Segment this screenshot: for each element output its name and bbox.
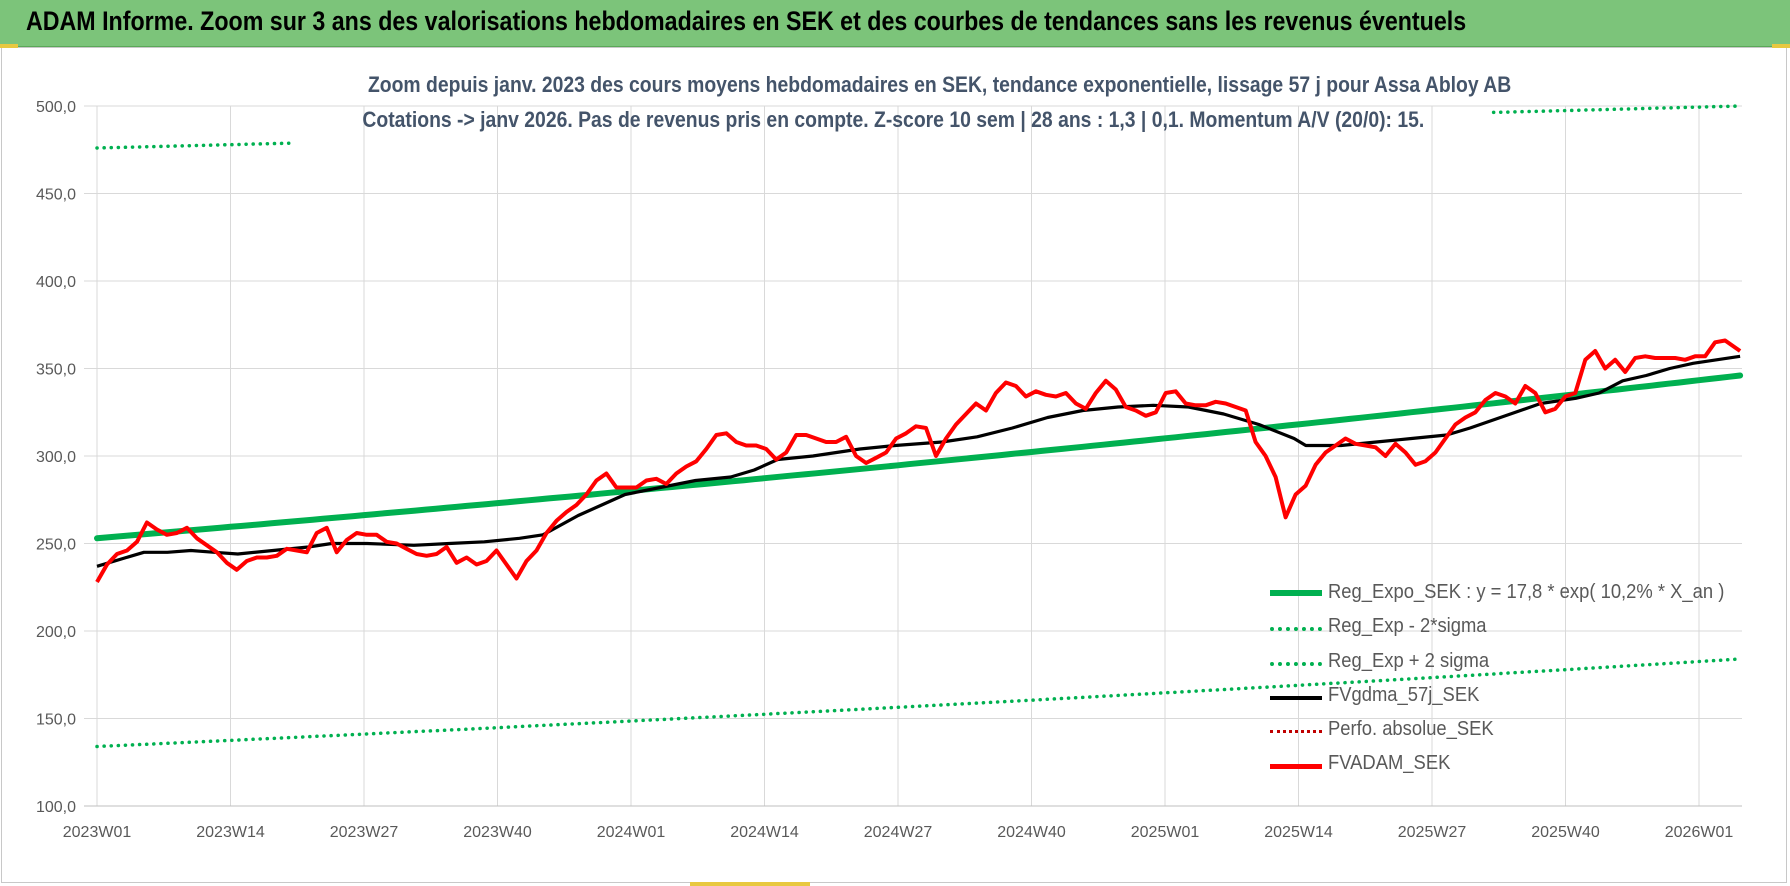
x-tick-label: 2025W14 [1264,824,1333,841]
chart-frame [1,47,1787,883]
y-tick-label: 200,0 [36,624,76,641]
series-fvgdma-57j [96,354,1741,568]
legend-item-fvadam: FVADAM_SEK [1270,749,1740,783]
legend-label-fvadam: FVADAM_SEK [1328,752,1451,775]
corner-accent-right [1772,44,1790,48]
legend-label-fvgdma: FVgdma_57j_SEK [1328,683,1480,706]
legend-swatch-fvgdma [1270,695,1322,700]
series-reg-exp-plus-2sigma [95,141,294,150]
bottom-accent [690,882,810,886]
y-tick-label: 450,0 [36,187,76,204]
x-tick-label: 2024W27 [864,824,933,841]
legend-swatch-reg-expo [1270,590,1322,596]
y-tick-label: 400,0 [36,274,76,291]
legend-label-minus-sigma: Reg_Exp - 2*sigma [1328,615,1487,638]
x-tick-label: 2023W01 [63,824,132,841]
y-tick-label: 150,0 [36,712,76,729]
y-tick-label: 350,0 [36,362,76,379]
x-tick-label: 2024W01 [597,824,666,841]
legend-item-minus-sigma: Reg_Exp - 2*sigma [1270,612,1740,646]
x-tick-label: 2023W14 [196,824,265,841]
legend-item-fvgdma: FVgdma_57j_SEK [1270,681,1740,715]
legend-swatch-plus-sigma [1270,661,1322,666]
series-reg-exp-minus-2sigma [95,657,1742,749]
legend-label-reg-expo: Reg_Expo_SEK : y = 17,8 * exp( 10,2% * X… [1328,581,1725,603]
x-tick-label: 2025W27 [1398,824,1467,841]
legend-item-perfo: Perfo. absolue_SEK [1270,715,1740,749]
series-reg-expo [94,372,1744,542]
chart-legend: Reg_Expo_SEK : y = 17,8 * exp( 10,2% * X… [1270,578,1740,784]
chart-series [94,104,1744,749]
y-axis-ticks: 100,0 150,0 200,0 250,0 300,0 350,0 400,0 450,0… [36,99,76,816]
legend-swatch-fvadam [1270,764,1322,770]
y-tick-label: 250,0 [36,537,76,554]
x-tick-label: 2025W01 [1131,824,1200,841]
x-tick-label: 2026W01 [1665,824,1734,841]
legend-label-perfo: Perfo. absolue_SEK [1328,718,1494,741]
x-tick-label: 2023W27 [330,824,399,841]
chart-title-line2: Cotations -> janv 2026. Pas de revenus p… [362,107,1425,132]
y-tick-label: 300,0 [36,449,76,466]
x-tick-label: 2024W40 [997,824,1066,841]
x-tick-label: 2023W40 [463,824,532,841]
series-fvadam [95,338,1742,583]
legend-label-plus-sigma: Reg_Exp + 2 sigma [1328,649,1490,672]
legend-swatch-minus-sigma [1270,627,1322,632]
corner-accent-left [0,44,18,48]
series-reg-exp-plus-2sigma-right [1491,104,1742,115]
legend-item-reg-expo: Reg_Expo_SEK : y = 17,8 * exp( 10,2% * X… [1270,578,1740,612]
x-tick-label: 2024W14 [730,824,799,841]
legend-swatch-perfo [1270,730,1322,734]
page-title: ADAM Informe. Zoom sur 3 ans des valoris… [26,6,1467,36]
chart-title-line1: Zoom depuis janv. 2023 des cours moyens … [367,72,1512,97]
legend-item-plus-sigma: Reg_Exp + 2 sigma [1270,647,1740,681]
chart-grid [84,105,1742,807]
header-banner: ADAM Informe. Zoom sur 3 ans des valoris… [0,0,1790,47]
y-tick-label: 500,0 [36,99,76,116]
x-tick-label: 2025W40 [1531,824,1600,841]
y-tick-label: 100,0 [36,799,76,816]
x-axis-ticks: 2023W01 2023W14 2023W27 2023W40 2024W01 2024W… [63,824,1734,841]
